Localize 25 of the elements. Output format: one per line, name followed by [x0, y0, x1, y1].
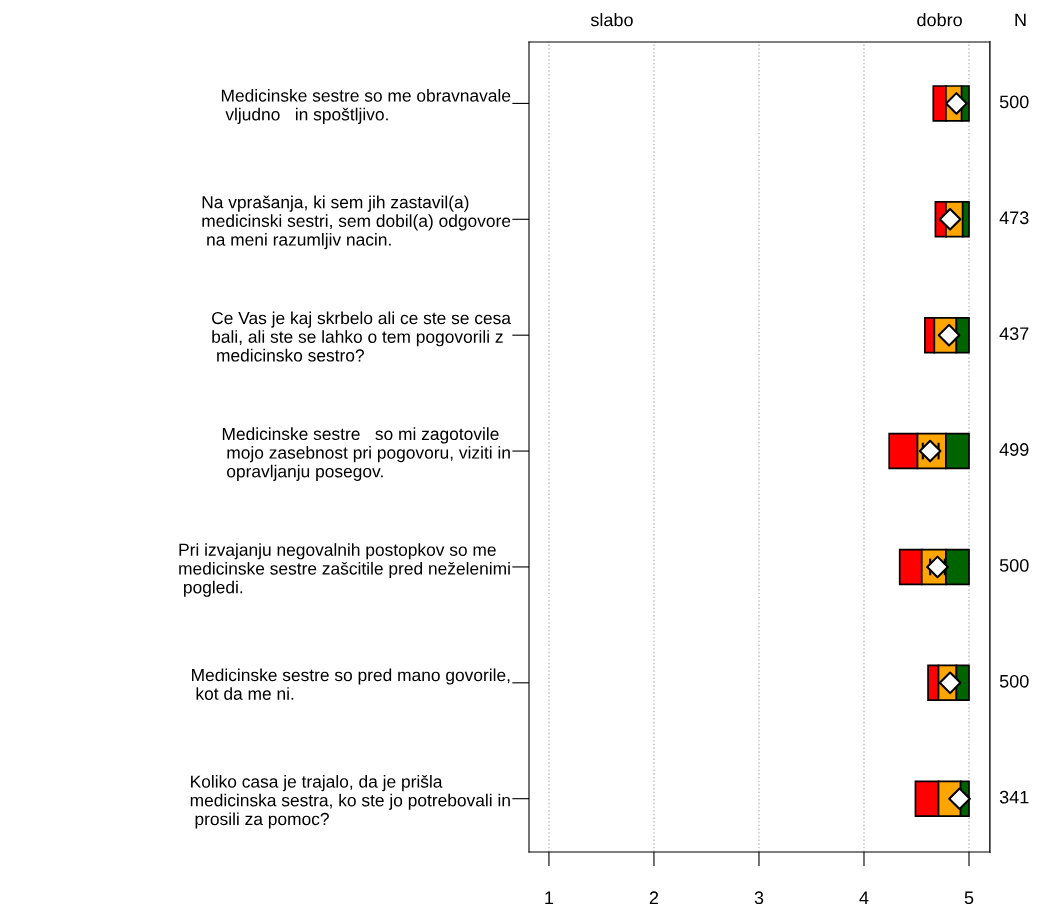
- x-tick-label: 3: [754, 891, 764, 904]
- x-tick-label: 5: [964, 891, 974, 904]
- text: N: [1015, 13, 1026, 27]
- x-tick-label: 1: [545, 891, 554, 904]
- y-tick-label: Pri izvajanju negovalnih postopkov so me medicinske sestre zašcitile pred neželenimi pogledi.: [179, 543, 510, 597]
- y-tick-label: Ce Vas je kaj skrbelo ali ce ste se cesa bali, ali ste se lahko o tem pogovorili z medicinsko sestro?: [212, 311, 511, 362]
- text: 500: [999, 95, 1029, 109]
- y-tick-label: Na vprašanja, ki sem jih zastavil(a) medicinski sestri, sem dobil(a) odgovore na meni razumljiv nacin.: [202, 195, 511, 250]
- text: slabo: [590, 13, 633, 27]
- x-tick-label: 4: [859, 891, 869, 904]
- text: 499: [999, 443, 1029, 456]
- y-tick-label: Medicinske sestre so me obravnavale vljudno in spoštljivo.: [221, 89, 511, 124]
- y-tick-label: Koliko casa je trajalo, da je prišla medicinska sestra, ko ste jo potrebovali in prosili za pomoc?: [190, 774, 510, 829]
- y-tick-label: Medicinske sestre so mi zagotovile mojo zasebnost pri pogovoru, viziti in opravljanju posegov.: [222, 427, 510, 481]
- text: 473: [999, 211, 1029, 225]
- text: 500: [999, 674, 1029, 688]
- text: dobro: [917, 13, 962, 27]
- point: [945, 92, 968, 115]
- y-tick-label: Medicinske sestre so pred mano govorile, kot da me ni.: [192, 668, 510, 700]
- text: 500: [999, 559, 1029, 572]
- point: [938, 207, 962, 231]
- x-tick-label: 2: [649, 891, 659, 904]
- point: [938, 671, 962, 695]
- text: 341: [999, 790, 1029, 804]
- text: 437: [999, 327, 1029, 341]
